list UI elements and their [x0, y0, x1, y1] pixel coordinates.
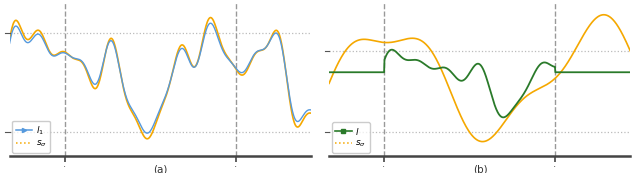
Legend: $l$, $s_\sigma$: $l$, $s_\sigma$: [332, 122, 370, 153]
Legend: $l_1$, $s_\sigma$: $l_1$, $s_\sigma$: [12, 121, 51, 153]
Text: (a): (a): [153, 165, 167, 173]
Text: (b): (b): [473, 165, 487, 173]
